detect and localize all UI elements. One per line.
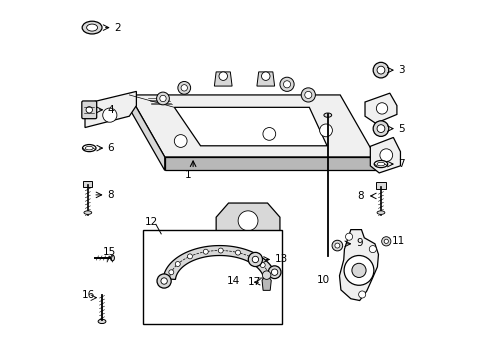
- Circle shape: [178, 81, 190, 94]
- Polygon shape: [164, 157, 375, 170]
- Circle shape: [248, 252, 262, 266]
- Circle shape: [304, 91, 311, 99]
- Polygon shape: [214, 72, 232, 86]
- Text: 10: 10: [316, 275, 329, 285]
- Text: 8: 8: [357, 191, 364, 201]
- Text: 1: 1: [184, 170, 191, 180]
- Circle shape: [175, 261, 180, 266]
- Circle shape: [260, 262, 264, 267]
- Text: 14: 14: [226, 276, 240, 287]
- Circle shape: [181, 85, 187, 91]
- Circle shape: [376, 103, 387, 114]
- Polygon shape: [216, 203, 279, 240]
- Text: 4: 4: [107, 105, 114, 115]
- Circle shape: [219, 72, 227, 80]
- Ellipse shape: [376, 211, 384, 215]
- Circle shape: [381, 237, 390, 246]
- Ellipse shape: [86, 24, 97, 31]
- Circle shape: [372, 62, 388, 78]
- Circle shape: [250, 256, 255, 261]
- Ellipse shape: [98, 319, 106, 324]
- Circle shape: [235, 250, 240, 255]
- Circle shape: [261, 72, 269, 80]
- Circle shape: [161, 278, 167, 284]
- Circle shape: [384, 239, 387, 243]
- Circle shape: [334, 243, 339, 248]
- Circle shape: [351, 263, 366, 278]
- Circle shape: [376, 125, 384, 132]
- Circle shape: [238, 211, 258, 231]
- Text: 11: 11: [391, 236, 405, 246]
- Circle shape: [86, 107, 92, 113]
- Text: 13: 13: [274, 255, 287, 265]
- Bar: [83, 181, 92, 187]
- Circle shape: [376, 66, 384, 74]
- Polygon shape: [364, 93, 396, 123]
- Circle shape: [358, 291, 365, 298]
- Bar: [143, 230, 281, 324]
- Circle shape: [252, 256, 258, 263]
- Ellipse shape: [82, 145, 96, 152]
- Text: 17: 17: [247, 277, 261, 287]
- Text: 15: 15: [102, 247, 116, 257]
- Circle shape: [156, 92, 169, 105]
- Polygon shape: [256, 72, 274, 86]
- Circle shape: [271, 269, 277, 275]
- Circle shape: [301, 88, 315, 102]
- Polygon shape: [174, 107, 326, 146]
- Ellipse shape: [323, 113, 331, 117]
- Text: 5: 5: [398, 123, 404, 134]
- Ellipse shape: [82, 21, 102, 34]
- Polygon shape: [129, 95, 164, 170]
- Circle shape: [160, 95, 166, 102]
- FancyBboxPatch shape: [81, 101, 97, 119]
- Circle shape: [372, 121, 388, 136]
- Polygon shape: [129, 95, 375, 157]
- Ellipse shape: [84, 211, 92, 215]
- Polygon shape: [339, 230, 378, 301]
- Circle shape: [263, 127, 275, 140]
- Circle shape: [168, 270, 173, 275]
- Polygon shape: [262, 273, 271, 291]
- Ellipse shape: [111, 255, 114, 261]
- Circle shape: [379, 149, 392, 162]
- Circle shape: [345, 233, 352, 240]
- Circle shape: [218, 248, 223, 253]
- Bar: [376, 183, 385, 189]
- Polygon shape: [85, 91, 136, 127]
- Circle shape: [262, 271, 270, 279]
- Circle shape: [344, 256, 373, 285]
- Circle shape: [368, 246, 376, 253]
- Circle shape: [319, 124, 332, 137]
- Text: 12: 12: [144, 217, 158, 227]
- Text: 8: 8: [107, 190, 113, 200]
- Circle shape: [331, 240, 342, 251]
- Circle shape: [157, 274, 171, 288]
- Polygon shape: [369, 138, 400, 173]
- Text: 7: 7: [398, 159, 404, 169]
- Circle shape: [174, 135, 187, 147]
- Circle shape: [268, 266, 281, 279]
- Circle shape: [187, 254, 192, 259]
- Text: 3: 3: [398, 65, 404, 75]
- Circle shape: [102, 108, 117, 122]
- Text: 2: 2: [114, 23, 121, 33]
- Circle shape: [203, 249, 208, 254]
- Text: 16: 16: [81, 290, 94, 300]
- Ellipse shape: [373, 161, 387, 168]
- Polygon shape: [163, 246, 274, 279]
- Text: 9: 9: [355, 238, 362, 248]
- Circle shape: [279, 77, 293, 91]
- Text: 6: 6: [107, 143, 114, 153]
- Circle shape: [283, 81, 290, 88]
- Circle shape: [265, 271, 270, 276]
